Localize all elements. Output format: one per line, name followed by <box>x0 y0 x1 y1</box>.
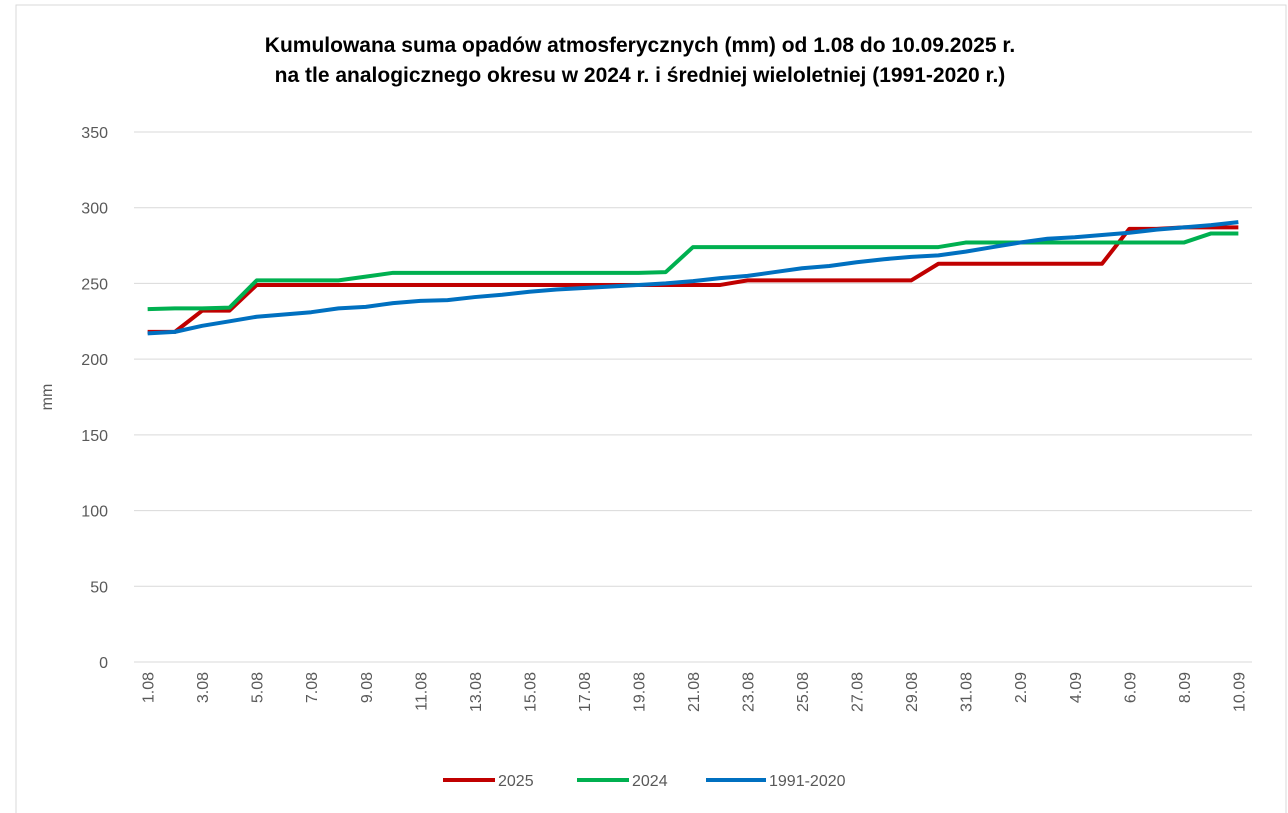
x-tick-label: 21.08 <box>686 672 703 712</box>
y-tick-label: 200 <box>81 352 108 369</box>
y-tick-label: 150 <box>81 428 108 445</box>
x-tick-label: 3.08 <box>195 672 212 703</box>
y-tick-label: 350 <box>81 125 108 142</box>
x-tick-label: 17.08 <box>577 672 594 712</box>
x-tick-label: 1.08 <box>141 672 158 703</box>
x-tick-label: 13.08 <box>468 672 485 712</box>
x-tick-label: 6.09 <box>1122 672 1139 703</box>
y-tick-label: 250 <box>81 276 108 293</box>
line-series <box>147 231 1239 312</box>
x-tick-label: 8.09 <box>1177 672 1194 703</box>
x-tick-label: 4.09 <box>1068 672 1085 703</box>
y-tick-label: 100 <box>81 504 108 521</box>
x-tick-label: 19.08 <box>631 672 648 712</box>
x-tick-label: 31.08 <box>959 672 976 712</box>
x-tick-label: 29.08 <box>904 672 921 712</box>
y-tick-label: 50 <box>90 579 108 596</box>
x-tick-label: 25.08 <box>795 672 812 712</box>
chart-frame <box>15 4 1287 813</box>
x-tick-label: 2.09 <box>1013 672 1030 703</box>
legend-label: 1991-2020 <box>769 773 846 790</box>
x-tick-label: 15.08 <box>522 672 539 712</box>
chart-title: na tle analogicznego okresu w 2024 r. i … <box>275 64 1006 87</box>
line-series <box>147 225 1239 334</box>
y-tick-label: 0 <box>99 655 108 672</box>
line-series <box>147 220 1239 336</box>
x-tick-label: 10.09 <box>1231 672 1248 712</box>
x-tick-label: 5.08 <box>250 672 267 703</box>
legend-label: 2024 <box>632 773 668 790</box>
legend-label: 2025 <box>498 773 534 790</box>
y-axis-label: mm <box>39 384 56 411</box>
x-tick-label: 9.08 <box>359 672 376 703</box>
x-tick-label: 23.08 <box>741 672 758 712</box>
x-tick-label: 27.08 <box>850 672 867 712</box>
chart-title: Kumulowana suma opadów atmosferycznych (… <box>265 34 1015 57</box>
x-tick-label: 11.08 <box>413 672 430 711</box>
y-tick-label: 300 <box>81 201 108 218</box>
x-tick-label: 7.08 <box>304 672 321 703</box>
